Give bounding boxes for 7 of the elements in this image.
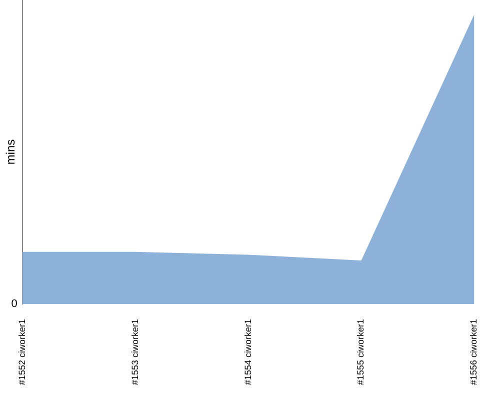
x-tick-label: #1553 ciworker1 (130, 318, 140, 386)
x-tick-label: #1555 ciworker1 (356, 318, 366, 386)
x-tick-label: #1556 ciworker1 (468, 318, 479, 386)
x-tick-label: #1552 ciworker1 (16, 318, 27, 386)
x-tick-label: #1554 ciworker1 (242, 318, 253, 386)
annotation: 0 (11, 298, 18, 310)
y-axis-title: mins (4, 139, 18, 165)
